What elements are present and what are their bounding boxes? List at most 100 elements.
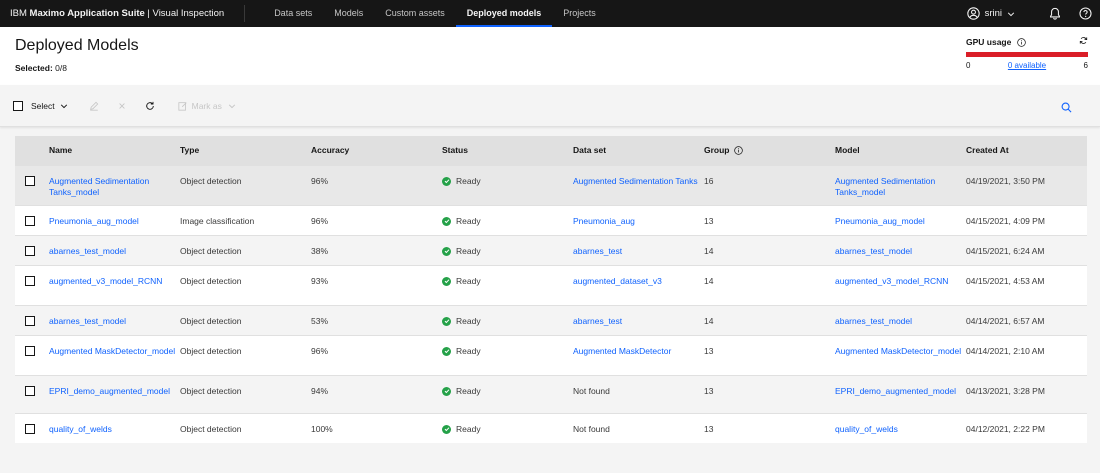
created-at-cell: 04/12/2021, 2:22 PM [966,412,1087,443]
dataset-link[interactable]: abarnes_test [573,315,623,326]
row-checkbox[interactable] [25,345,35,356]
column-header-model[interactable]: Model [835,136,966,165]
nav-deployed-models[interactable]: Deployed models [455,0,553,27]
model-cell: abarnes_test_model [835,304,966,335]
selected-label: Selected: [15,63,53,73]
refresh-icon[interactable] [144,101,156,111]
row-checkbox[interactable] [25,315,35,326]
type-cell: Object detection [180,164,311,205]
accuracy-cell: 96% [311,204,442,235]
row-checkbox[interactable] [25,245,35,256]
refresh-icon[interactable] [1079,36,1088,45]
row-checkbox[interactable] [25,275,35,286]
status-cell: Ready [442,234,573,265]
mark-as-dropdown[interactable]: Mark as [178,101,236,111]
model-name-link[interactable]: Augmented MaskDetector_model [49,345,176,356]
table-row[interactable]: Augmented Sedimentation Tanks_model Objec… [15,164,1087,205]
search-icon[interactable] [1061,100,1072,118]
accuracy-cell: 94% [311,374,442,413]
edit-icon[interactable] [88,101,100,111]
row-checkbox[interactable] [25,175,35,186]
dataset-link[interactable]: Augmented MaskDetector [573,345,672,356]
table-row[interactable]: Augmented MaskDetector_model Object detec… [15,334,1087,375]
column-header-name[interactable]: Name [49,136,180,165]
dataset-link[interactable]: Pneumonia_aug [573,215,635,226]
user-menu[interactable]: srini [966,7,1020,20]
user-name: srini [984,8,1002,19]
check-circle-icon [442,176,451,186]
dataset-link[interactable]: Augmented Sedimentation Tanks [573,175,698,186]
model-name-link[interactable]: quality_of_welds [49,423,112,434]
model-link[interactable]: quality_of_welds [835,423,898,434]
created-at-cell: 04/15/2021, 6:24 AM [966,234,1087,265]
model-link[interactable]: Augmented Sedimentation Tanks_model [835,175,936,197]
column-header-type[interactable]: Type [180,136,311,165]
row-checkbox[interactable] [25,215,35,226]
accuracy-cell: 96% [311,164,442,205]
created-at-cell: 04/15/2021, 4:09 PM [966,204,1087,235]
name-cell: Augmented MaskDetector_model [49,334,180,375]
model-name-link[interactable]: EPRI_demo_augmented_model [49,385,170,396]
model-link[interactable]: EPRI_demo_augmented_model [835,385,956,396]
info-icon[interactable] [733,146,743,156]
model-cell: abarnes_test_model [835,234,966,265]
info-icon[interactable] [1017,37,1027,47]
row-checkbox-cell [15,304,49,335]
main-nav: Data sets Models Custom assets Deployed … [263,0,607,27]
row-checkbox-cell [15,412,49,443]
model-name-link[interactable]: abarnes_test_model [49,245,127,256]
model-name-link[interactable]: augmented_v3_model_RCNN [49,275,163,286]
select-dropdown[interactable]: Select [13,100,68,111]
table-row[interactable]: Pneumonia_aug_model Image classification 9… [15,204,1087,235]
dataset-not-found: Not found [573,423,610,434]
notification-icon[interactable] [1040,0,1070,27]
gpu-available-link[interactable]: 0 available [1007,61,1047,70]
table-row[interactable]: augmented_v3_model_RCNN Object detection 9… [15,264,1087,305]
help-icon[interactable] [1070,0,1100,27]
status-label: Ready [456,215,481,226]
model-link[interactable]: abarnes_test_model [835,245,913,256]
status-label: Ready [456,385,481,396]
nav-projects[interactable]: Projects [563,8,596,18]
row-checkbox[interactable] [25,423,35,434]
row-checkbox-cell [15,204,49,235]
select-all-checkbox[interactable] [13,100,23,111]
model-name-link[interactable]: Pneumonia_aug_model [49,215,139,226]
row-checkbox[interactable] [25,385,35,396]
select-label: Select [31,100,55,111]
type-cell: Image classification [180,204,311,235]
table-row[interactable]: abarnes_test_model Object detection 38% Rea… [15,234,1087,265]
model-link[interactable]: augmented_v3_model_RCNN [835,275,949,286]
brand-divider [244,5,246,22]
table-row[interactable]: abarnes_test_model Object detection 53% Rea… [15,304,1087,335]
created-at-cell: 04/19/2021, 3:50 PM [966,164,1087,205]
table-row[interactable]: quality_of_welds Object detection 100% Read… [15,412,1087,443]
chevron-down-icon [60,103,67,108]
dataset-link[interactable]: abarnes_test [573,245,623,256]
model-name-link[interactable]: abarnes_test_model [49,315,127,326]
column-header-created-at[interactable]: Created At [966,136,1087,165]
nav-models[interactable]: Models [334,8,364,18]
close-icon[interactable] [116,102,128,110]
nav-custom-assets[interactable]: Custom assets [385,8,445,18]
model-link[interactable]: abarnes_test_model [835,315,913,326]
app-brand[interactable]: IBM Maximo Application Suite | Visual In… [0,8,224,19]
check-circle-icon [442,276,451,286]
column-header-status[interactable]: Status [442,136,573,165]
nav-data-sets[interactable]: Data sets [274,8,313,18]
table-header-row: Name Type Accuracy Status Data set Group… [15,136,1087,165]
gpu-max: 6 [1083,61,1088,70]
name-cell: abarnes_test_model [49,234,180,265]
model-name-link[interactable]: Augmented Sedimentation Tanks_model [49,175,150,197]
column-header-data-set[interactable]: Data set [573,136,704,165]
gpu-min: 0 [966,61,971,70]
column-header-accuracy[interactable]: Accuracy [311,136,442,165]
group-cell: 14 [704,234,835,265]
dataset-link[interactable]: augmented_dataset_v3 [573,275,662,286]
status-label: Ready [456,175,481,186]
model-link[interactable]: Augmented MaskDetector_model [835,345,962,356]
column-header-group[interactable]: Group [704,136,835,165]
group-cell: 14 [704,304,835,335]
table-row[interactable]: EPRI_demo_augmented_model Object detectio… [15,374,1087,413]
model-link[interactable]: Pneumonia_aug_model [835,215,925,226]
